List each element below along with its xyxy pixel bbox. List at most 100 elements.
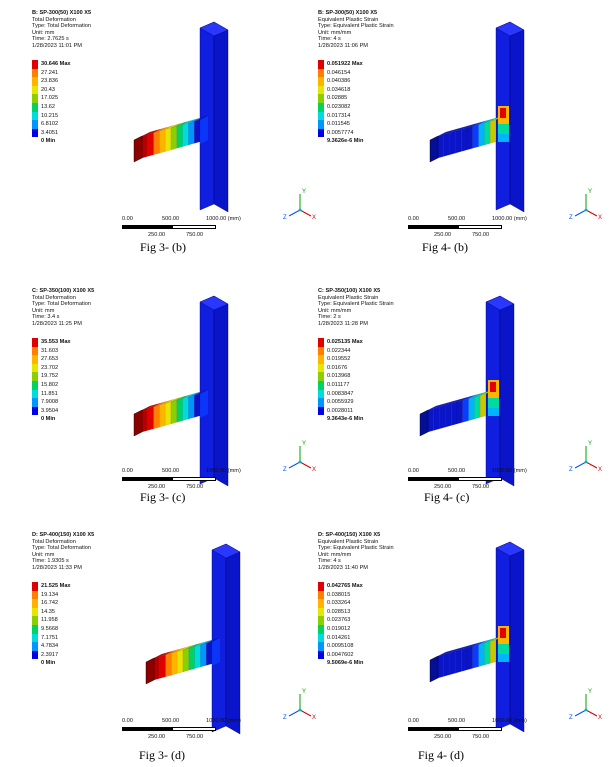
beam-side-segment xyxy=(153,404,160,429)
beam-end-face xyxy=(429,135,439,163)
beam-side-segment xyxy=(466,126,473,151)
legend-value: 0.017314 xyxy=(327,112,351,119)
legend-value: 0.028513 xyxy=(327,608,351,615)
triad-origin xyxy=(298,460,302,464)
legend-value: 21.525 Max xyxy=(41,583,71,589)
legend-swatch xyxy=(32,372,38,381)
info-line: 1/28/2023 11:01 PM xyxy=(32,42,82,49)
scale-label: 0.00 xyxy=(122,468,133,474)
info-line: Time: 2.7625 s xyxy=(32,36,69,43)
column-front-face xyxy=(509,21,525,213)
beam-side-segment xyxy=(462,398,469,423)
beam-side-segment xyxy=(141,408,148,433)
scale-segment xyxy=(122,225,172,229)
info-line: Total Deformation xyxy=(32,538,76,545)
scale-label: 750.00 xyxy=(472,484,490,490)
legend-value: 11.958 xyxy=(41,617,58,624)
beam-side-segment xyxy=(439,404,446,429)
legend-swatch xyxy=(318,111,324,121)
z-axis-line xyxy=(288,709,301,717)
legend-value: 9.3626e-6 Min xyxy=(327,138,364,145)
legend-value: 3.4051 xyxy=(41,129,59,136)
column-front-face xyxy=(213,295,229,487)
z-axis-line xyxy=(288,209,301,217)
beam-side-segment xyxy=(451,401,458,426)
scale-bar: 0.00 250.00 500.00 750.00 1000.00 (mm) xyxy=(122,216,272,240)
legend-swatch xyxy=(318,338,324,347)
legend-value: 14.35 xyxy=(41,608,55,615)
info-line: Time: 1.9305 s xyxy=(32,558,69,565)
scale-segment xyxy=(122,727,172,731)
z-axis-line xyxy=(574,209,587,217)
beam-side-segment xyxy=(455,129,462,154)
legend-swatch xyxy=(318,599,324,608)
info-line: 1/28/2023 11:40 PM xyxy=(318,564,368,571)
joint-strain-peak xyxy=(500,628,506,638)
scale-label: 250.00 xyxy=(434,484,452,490)
result-info: C: SP-350(100) X100 X5 Equivalent Plastic… xyxy=(318,288,394,328)
beam-side-segment xyxy=(474,395,481,420)
beam-side-segment xyxy=(194,644,201,669)
legend-swatch xyxy=(318,120,324,129)
legend-value: 0.0057774 xyxy=(327,129,354,136)
legend-value: 13.62 xyxy=(41,103,55,110)
y-axis-label: Y xyxy=(302,689,306,695)
x-axis-line xyxy=(299,209,312,217)
z-axis-label: Z xyxy=(569,467,573,473)
beam-side-segment xyxy=(200,643,207,668)
y-axis-label: Y xyxy=(302,441,306,447)
legend-value: 16.742 xyxy=(41,600,59,607)
legend-swatch xyxy=(32,380,38,390)
scale-bar: 0.00 250.00 500.00 750.00 1000.00 (mm) xyxy=(122,718,272,742)
beam-end-face xyxy=(419,409,429,437)
legend-value: 0.019552 xyxy=(327,356,351,363)
legend-value: 0.023082 xyxy=(327,103,351,110)
scale-label: 1000.00 (mm) xyxy=(206,468,241,474)
beam-column-model xyxy=(429,21,525,213)
legend-swatch xyxy=(32,582,38,591)
beam-side-segment xyxy=(159,403,166,428)
analysis-title: D: SP-400(150) X100 X5 xyxy=(32,532,95,538)
legend-value: 0.013968 xyxy=(327,373,351,380)
legend-value: 0.0047602 xyxy=(327,651,354,658)
scale-segment xyxy=(172,727,216,731)
beam-side-segment xyxy=(153,656,160,681)
y-axis-label: Y xyxy=(588,689,592,695)
beam-side-segment xyxy=(468,396,475,421)
figure-caption: Fig 3- (b) xyxy=(140,240,186,254)
legend-value: 7.9008 xyxy=(41,399,59,406)
beam-side-segment xyxy=(165,127,172,152)
scale-segment xyxy=(122,477,172,481)
beam-side-segment xyxy=(461,647,468,672)
scale-label: 0.00 xyxy=(408,468,419,474)
beam-side-segment xyxy=(159,129,166,154)
analysis-title: B: SP-300(50) X100 X5 xyxy=(32,10,92,16)
legend-swatch xyxy=(318,363,324,373)
legend-swatch xyxy=(318,582,324,591)
legend-value: 0.0028011 xyxy=(327,407,354,414)
result-info: B: SP-300(50) X100 X5 Total Deformation Ty… xyxy=(32,10,91,50)
scale-bar: 0.00 250.00 500.00 750.00 1000.00 (mm) xyxy=(408,216,558,240)
legend-value: 0.051922 Max xyxy=(327,61,363,67)
legend-value: 31.603 xyxy=(41,347,59,354)
x-axis-line xyxy=(585,209,598,217)
column-top-face xyxy=(495,21,525,37)
beam-side-segment xyxy=(455,649,462,674)
z-axis-line xyxy=(574,709,587,717)
z-axis-label: Z xyxy=(283,715,287,721)
legend-value: 19.134 xyxy=(41,591,59,598)
legend-swatch xyxy=(32,346,38,356)
scale-bar: 0.00 250.00 500.00 750.00 1000.00 (mm) xyxy=(122,468,272,492)
legend-swatch xyxy=(32,642,38,651)
beam-side-segment xyxy=(480,393,487,418)
legend-value: 20.43 xyxy=(41,86,55,93)
legend-swatch xyxy=(318,68,324,78)
legend-value: 0.040386 xyxy=(327,78,351,85)
beam-side-segment xyxy=(165,652,172,677)
axis-triad: Y X Z xyxy=(569,441,602,473)
beam-side-segment xyxy=(445,403,452,428)
legend-swatch xyxy=(32,94,38,103)
result-info: C: SP-350(100) X100 X5 Total Deformation T… xyxy=(32,288,94,328)
beam-side-segment xyxy=(188,121,195,146)
beam-side-segment xyxy=(182,648,189,673)
